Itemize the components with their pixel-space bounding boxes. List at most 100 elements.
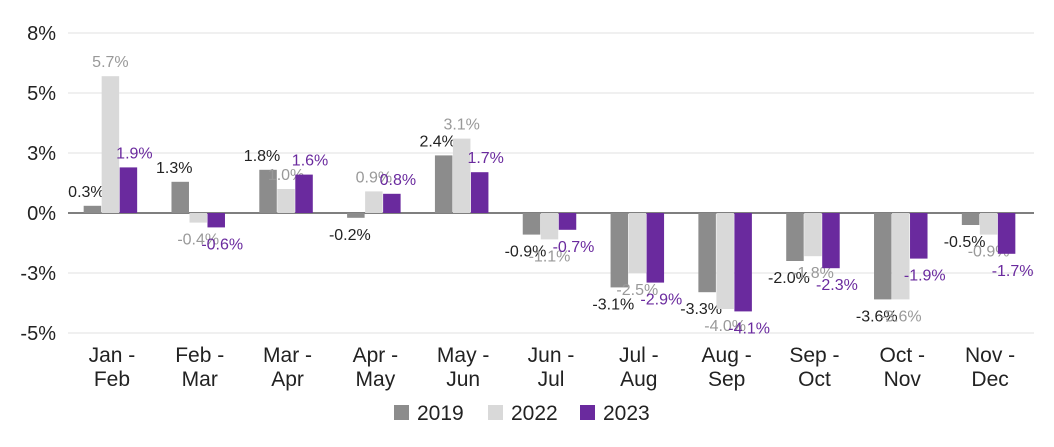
bar-2022 (892, 213, 910, 300)
bar-2019 (961, 213, 980, 225)
data-label-2019: -2.0% (768, 270, 810, 287)
bar-2023 (207, 213, 225, 228)
bar-2023 (295, 174, 313, 213)
data-label-2019: -0.5% (944, 234, 986, 251)
category-label-line1: Feb - (175, 344, 224, 367)
category-label-line2: Oct (798, 368, 831, 391)
y-tick-label: 3% (27, 143, 56, 165)
category-label-line2: Apr (271, 368, 304, 391)
bar-2023 (646, 213, 665, 283)
bar-2023 (470, 172, 489, 213)
category-label-line2: Dec (971, 368, 1008, 391)
bar-2019 (259, 169, 277, 213)
legend-swatch-2023 (580, 405, 595, 420)
data-label-2022: 5.7% (92, 54, 128, 71)
bar-2023 (558, 213, 577, 230)
category-label-line2: May (356, 368, 396, 391)
y-tick-label: 0% (27, 203, 56, 225)
data-label-2019: -3.3% (680, 301, 722, 318)
data-label-2022: -4.0% (704, 318, 746, 335)
bar-2022 (101, 76, 120, 213)
data-label-2019: 0.3% (68, 184, 104, 201)
data-label-2022: -3.6% (880, 308, 922, 325)
legend-swatch-2022 (488, 405, 503, 420)
bar-2023 (734, 213, 752, 312)
data-label-2019: -0.2% (329, 227, 371, 244)
data-label-2019: 1.8% (244, 148, 280, 165)
data-label-2022: -1.1% (529, 248, 571, 265)
data-label-2019: -3.6% (856, 308, 898, 325)
data-label-2022: -1.8% (792, 265, 834, 282)
data-label-2023: 1.6% (292, 153, 328, 170)
category-label-line2: Sep (708, 368, 745, 391)
data-label-2023: -1.7% (992, 263, 1034, 280)
category-label-line1: Apr - (353, 344, 399, 367)
y-tick-label: 5% (27, 83, 56, 105)
bar-2019 (786, 213, 804, 261)
bar-2019 (171, 181, 189, 213)
y-tick-label: 8% (27, 23, 56, 45)
bar-2022 (540, 213, 559, 240)
category-label-line1: Jul - (619, 344, 659, 367)
data-label-2019: 2.4% (419, 133, 455, 150)
data-label-2019: -3.1% (592, 296, 634, 313)
category-label-line2: Aug (620, 368, 657, 391)
bar-2019 (347, 213, 365, 218)
data-label-2022: 3.1% (443, 117, 479, 134)
data-label-2019: 1.3% (156, 160, 192, 177)
bar-2022 (452, 138, 471, 213)
bar-2019 (610, 213, 629, 288)
category-label-line1: Mar - (263, 344, 312, 367)
y-tick-label: -3% (20, 263, 56, 285)
category-label-line2: Jun (446, 368, 480, 391)
data-label-2022: 0.9% (356, 169, 392, 186)
data-label-2023: -2.9% (640, 292, 682, 309)
data-label-2023: -0.7% (553, 239, 595, 256)
data-label-2022: -2.5% (616, 282, 658, 299)
bar-2023 (119, 167, 138, 213)
bar-2022 (365, 191, 383, 213)
data-label-2023: 1.7% (467, 150, 503, 167)
data-label-2022: -0.4% (177, 232, 219, 249)
bar-2022 (716, 213, 734, 309)
bar-2019 (434, 155, 453, 213)
data-label-2023: -1.9% (904, 268, 946, 285)
legend-label-2022: 2022 (511, 402, 558, 425)
bar-2019 (698, 213, 716, 293)
category-label-line1: Aug - (702, 344, 752, 367)
legend-label-2019: 2019 (417, 402, 464, 425)
bar-2022 (979, 213, 998, 235)
category-label-line2: Mar (182, 368, 218, 391)
data-label-2023: -0.6% (201, 236, 243, 253)
category-label-line1: Oct - (880, 344, 926, 367)
bar-2023 (910, 213, 928, 259)
bar-2023 (997, 213, 1016, 254)
y-tick-label: -5% (20, 323, 56, 345)
category-label-line2: Nov (884, 368, 922, 391)
legend-label-2023: 2023 (603, 402, 650, 425)
bar-2022 (804, 213, 822, 257)
data-label-2023: -2.3% (816, 277, 858, 294)
category-label-line2: Feb (94, 368, 130, 391)
data-label-2023: 0.8% (380, 172, 416, 189)
category-label-line1: Jan - (89, 344, 136, 367)
data-label-2023: 1.9% (116, 145, 152, 162)
data-label-2023: -4.1% (728, 320, 770, 337)
bar-2022 (277, 189, 295, 213)
category-label-line1: Jun - (528, 344, 575, 367)
bar-2019 (83, 205, 102, 213)
bar-2019 (874, 213, 892, 300)
bar-2023 (822, 213, 840, 269)
bar-2022 (628, 213, 647, 273)
bar-2023 (383, 193, 401, 213)
legend-swatch-2019 (394, 405, 409, 420)
category-label-line2: Jul (538, 368, 565, 391)
category-label-line1: Nov - (965, 344, 1015, 367)
data-label-2019: -0.9% (505, 244, 547, 261)
category-label-line1: May - (437, 344, 490, 367)
category-label-line1: Sep - (789, 344, 839, 367)
bar-2022 (189, 213, 207, 223)
data-label-2022: 1.0% (268, 167, 304, 184)
bar-2019 (522, 213, 541, 235)
